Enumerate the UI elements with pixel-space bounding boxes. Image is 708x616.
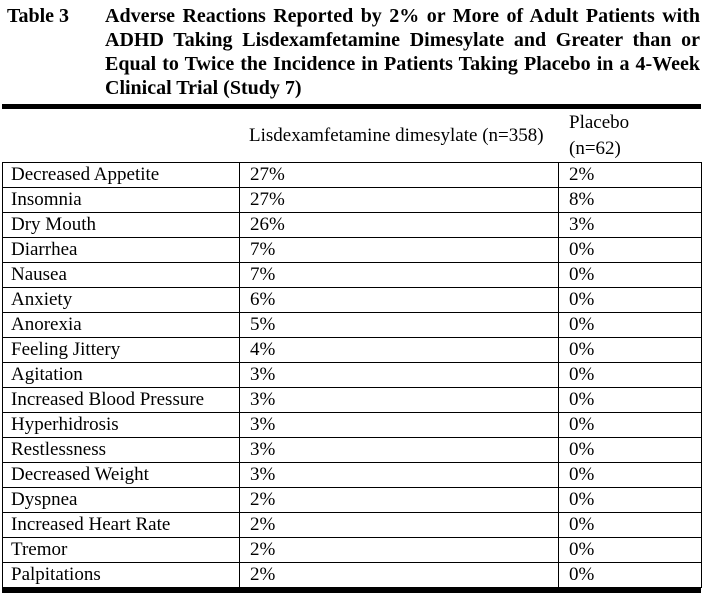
table-row: Diarrhea 7% 0% — [2, 237, 702, 263]
lisdex-value-cell: 3% — [239, 437, 559, 463]
adverse-reactions-table: Decreased Appetite 27% 2% Insomnia 27% 8… — [2, 162, 702, 588]
lisdex-value-cell: 3% — [239, 412, 559, 438]
placebo-value-cell: 0% — [558, 362, 702, 388]
lisdex-value-cell: 3% — [239, 387, 559, 413]
placebo-value-cell: 0% — [558, 487, 702, 513]
placebo-value-cell: 0% — [558, 462, 702, 488]
placebo-value-cell: 0% — [558, 312, 702, 338]
reaction-cell: Hyperhidrosis — [2, 412, 240, 438]
table-row: Anxiety 6% 0% — [2, 287, 702, 313]
table-row: Decreased Weight 3% 0% — [2, 462, 702, 488]
table-row: Feeling Jittery 4% 0% — [2, 337, 702, 363]
reaction-cell: Anxiety — [2, 287, 240, 313]
placebo-value-cell: 3% — [558, 212, 702, 238]
column-header-row: Lisdexamfetamine dimesylate (n=358) Plac… — [2, 109, 701, 162]
lisdex-value-cell: 5% — [239, 312, 559, 338]
table-label: Table 3 — [7, 5, 70, 27]
table-row: Increased Heart Rate 2% 0% — [2, 512, 702, 538]
table-row: Palpitations 2% 0% — [2, 562, 702, 588]
reaction-cell: Diarrhea — [2, 237, 240, 263]
reaction-cell: Increased Blood Pressure — [2, 387, 240, 413]
lisdex-value-cell: 2% — [239, 487, 559, 513]
lisdex-value-cell: 3% — [239, 362, 559, 388]
reaction-cell: Insomnia — [2, 187, 240, 213]
table-row: Decreased Appetite 27% 2% — [2, 162, 702, 188]
bottom-rule — [2, 588, 701, 593]
table-row: Hyperhidrosis 3% 0% — [2, 412, 702, 438]
reaction-cell: Tremor — [2, 537, 240, 563]
reaction-cell: Feeling Jittery — [2, 337, 240, 363]
col-header-lisdexamfetamine: Lisdexamfetamine dimesylate (n=358) — [249, 124, 544, 146]
placebo-value-cell: 0% — [558, 537, 702, 563]
table-row: Increased Blood Pressure 3% 0% — [2, 387, 702, 413]
placebo-value-cell: 0% — [558, 412, 702, 438]
table-row: Tremor 2% 0% — [2, 537, 702, 563]
col-header-reaction — [2, 109, 239, 162]
lisdex-value-cell: 26% — [239, 212, 559, 238]
lisdex-value-cell: 27% — [239, 187, 559, 213]
table-row: Dry Mouth 26% 3% — [2, 212, 702, 238]
placebo-value-cell: 0% — [558, 437, 702, 463]
table-title: Adverse Reactions Reported by 2% or More… — [105, 5, 700, 99]
reaction-cell: Palpitations — [2, 562, 240, 588]
lisdex-value-cell: 27% — [239, 162, 559, 188]
table-row: Anorexia 5% 0% — [2, 312, 702, 338]
placebo-value-cell: 0% — [558, 237, 702, 263]
placebo-value-cell: 0% — [558, 387, 702, 413]
lisdex-value-cell: 6% — [239, 287, 559, 313]
reaction-cell: Agitation — [2, 362, 240, 388]
placebo-value-cell: 8% — [558, 187, 702, 213]
col-header-placebo-line2: (n=62) — [569, 138, 621, 159]
table-row: Agitation 3% 0% — [2, 362, 702, 388]
lisdex-value-cell: 2% — [239, 512, 559, 538]
placebo-value-cell: 0% — [558, 262, 702, 288]
reaction-cell: Dyspnea — [2, 487, 240, 513]
placebo-value-cell: 0% — [558, 562, 702, 588]
lisdex-value-cell: 2% — [239, 562, 559, 588]
lisdex-value-cell: 2% — [239, 537, 559, 563]
reaction-cell: Nausea — [2, 262, 240, 288]
lisdex-value-cell: 7% — [239, 262, 559, 288]
reaction-cell: Decreased Appetite — [2, 162, 240, 188]
table-caption: Table 3 Adverse Reactions Reported by 2%… — [0, 0, 708, 100]
table-row: Restlessness 3% 0% — [2, 437, 702, 463]
table-row: Nausea 7% 0% — [2, 262, 702, 288]
reaction-cell: Decreased Weight — [2, 462, 240, 488]
lisdex-value-cell: 3% — [239, 462, 559, 488]
col-header-placebo: Placebo (n=62) — [558, 109, 701, 162]
table-row: Insomnia 27% 8% — [2, 187, 702, 213]
placebo-value-cell: 2% — [558, 162, 702, 188]
placebo-value-cell: 0% — [558, 287, 702, 313]
reaction-cell: Restlessness — [2, 437, 240, 463]
col-header-placebo-line1: Placebo — [569, 112, 630, 133]
lisdex-value-cell: 4% — [239, 337, 559, 363]
placebo-value-cell: 0% — [558, 512, 702, 538]
placebo-value-cell: 0% — [558, 337, 702, 363]
table-row: Dyspnea 2% 0% — [2, 487, 702, 513]
top-rule — [2, 104, 701, 109]
reaction-cell: Anorexia — [2, 312, 240, 338]
lisdex-value-cell: 7% — [239, 237, 559, 263]
reaction-cell: Increased Heart Rate — [2, 512, 240, 538]
reaction-cell: Dry Mouth — [2, 212, 240, 238]
